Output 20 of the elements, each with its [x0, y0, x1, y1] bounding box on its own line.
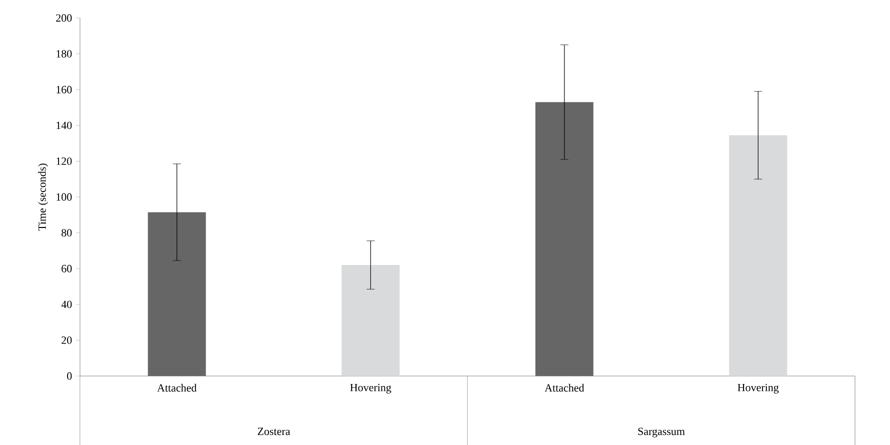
x-tick-label: Hovering: [738, 384, 779, 394]
bar: [729, 135, 788, 376]
x-tick-label: Hovering: [350, 384, 392, 394]
y-tick-label: 140: [56, 122, 72, 130]
y-tick-label: 120: [56, 157, 72, 165]
y-tick-label: 80: [62, 229, 72, 236]
y-tick-label: 60: [62, 264, 72, 272]
y-axis-title: Time (seconds): [38, 164, 48, 231]
bar: [342, 264, 400, 376]
x-tick-label: Attached: [544, 384, 584, 392]
y-tick-label: 40: [61, 300, 72, 308]
x-tick-label: Attached: [157, 384, 197, 392]
text: Sargassum: [638, 428, 685, 438]
y-tick-label: 100: [56, 193, 72, 201]
text: Zostera: [258, 428, 290, 436]
y-tick-label: 200: [56, 14, 72, 22]
y-tick-label: 20: [62, 336, 72, 344]
y-tick-label: 180: [56, 50, 72, 58]
y-tick-label: 0: [67, 372, 72, 380]
y-tick-label: 160: [56, 86, 72, 94]
